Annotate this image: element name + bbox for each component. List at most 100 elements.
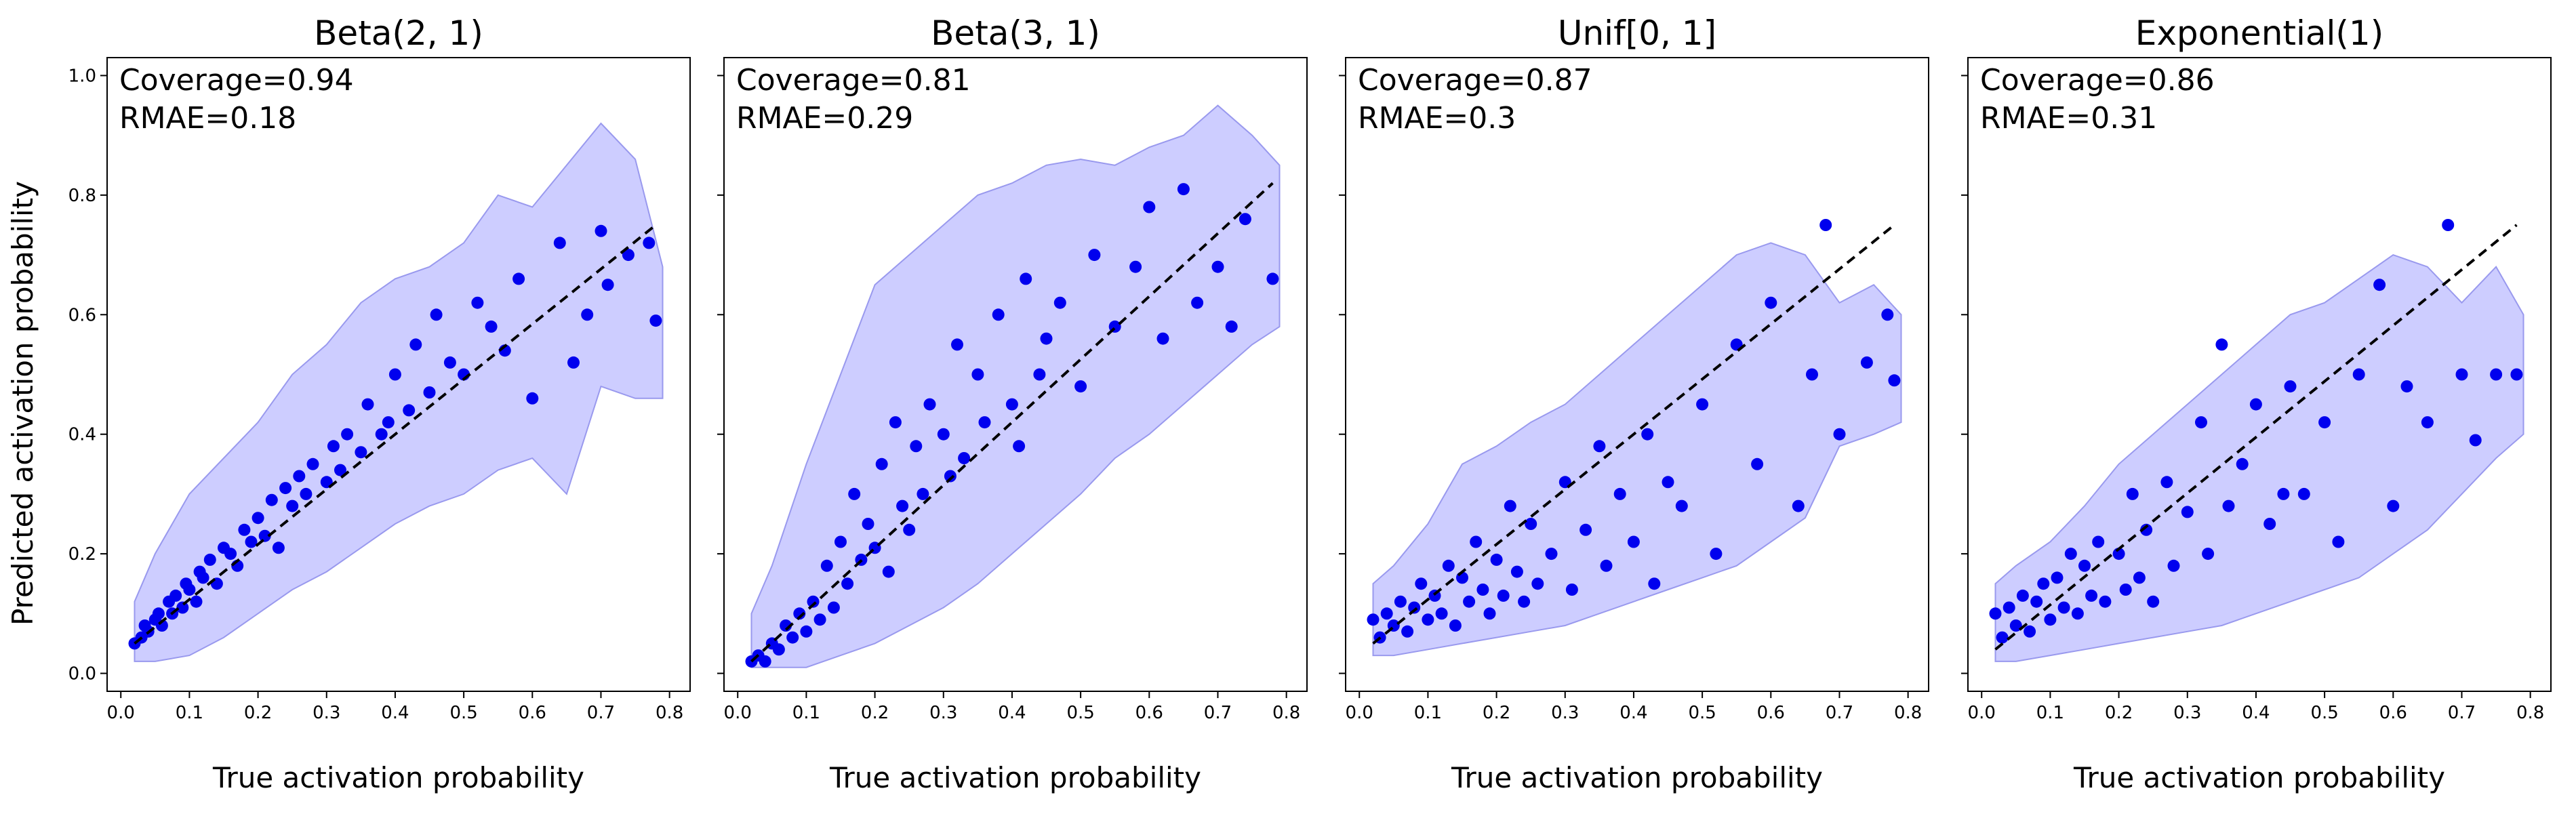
data-point bbox=[251, 512, 264, 525]
data-point bbox=[1239, 213, 1251, 226]
y-tick-label: 0.6 bbox=[68, 305, 96, 325]
data-point bbox=[1074, 380, 1087, 393]
data-point bbox=[793, 607, 806, 620]
data-point bbox=[1191, 296, 1204, 309]
data-point bbox=[197, 571, 209, 584]
data-point bbox=[2236, 457, 2249, 470]
data-point bbox=[807, 595, 820, 608]
panel-2: 0.0 0.1 0.2 0.3 0.4 0.5 0.6 0.7 0.8 Beta(3, 1) Tru… bbox=[717, 14, 1308, 794]
data-point bbox=[2024, 625, 2036, 638]
x-tick-label: 0.7 bbox=[1826, 703, 1853, 723]
data-point bbox=[176, 601, 189, 614]
x-tick-label: 0.5 bbox=[1688, 703, 1716, 723]
data-point bbox=[341, 428, 354, 441]
data-point bbox=[327, 440, 340, 453]
data-point bbox=[1881, 308, 1894, 321]
uncertainty-band bbox=[1372, 242, 1902, 657]
y-tick-label: 0.8 bbox=[68, 186, 96, 206]
data-point bbox=[272, 542, 285, 554]
data-point bbox=[978, 416, 991, 429]
data-point bbox=[2387, 499, 2400, 512]
data-point bbox=[944, 470, 957, 483]
data-point bbox=[1525, 518, 1537, 530]
x-tick-label: 0.5 bbox=[449, 703, 477, 723]
data-point bbox=[923, 398, 936, 411]
data-point bbox=[2057, 601, 2070, 614]
data-point bbox=[375, 428, 388, 441]
data-point bbox=[2297, 487, 2310, 500]
data-point bbox=[1225, 320, 1238, 333]
data-point bbox=[1177, 183, 1190, 196]
data-point bbox=[862, 518, 874, 530]
data-point bbox=[2037, 577, 2050, 590]
data-point bbox=[2071, 607, 2084, 620]
data-point bbox=[1989, 607, 2002, 620]
data-point bbox=[2064, 548, 2077, 560]
data-point bbox=[245, 535, 258, 548]
data-point bbox=[643, 237, 656, 249]
x-tick-label: 0.4 bbox=[381, 703, 409, 723]
data-point bbox=[882, 565, 895, 578]
data-point bbox=[300, 487, 313, 500]
rmae-annotation: RMAE=0.3 bbox=[1358, 101, 1516, 136]
data-point bbox=[2195, 416, 2207, 429]
data-point bbox=[1819, 219, 1832, 231]
data-point bbox=[258, 529, 271, 542]
data-point bbox=[1765, 296, 1777, 309]
data-point bbox=[2352, 368, 2365, 381]
data-point bbox=[409, 338, 422, 351]
data-point bbox=[1415, 577, 1428, 590]
coverage-annotation: Coverage=0.94 bbox=[119, 63, 354, 98]
x-tick-label: 0.3 bbox=[2173, 703, 2201, 723]
x-tick-label: 0.1 bbox=[792, 703, 820, 723]
data-point bbox=[1531, 577, 1544, 590]
x-tick-label: 0.6 bbox=[2379, 703, 2407, 723]
data-point bbox=[1367, 613, 1380, 626]
data-point bbox=[2133, 571, 2146, 584]
data-point bbox=[1641, 428, 1654, 441]
x-tick-label: 0.8 bbox=[1272, 703, 1300, 723]
data-point bbox=[1005, 398, 1018, 411]
x-tick-label: 0.2 bbox=[861, 703, 889, 723]
x-tick-label: 0.3 bbox=[1551, 703, 1579, 723]
uncertainty-band bbox=[1994, 253, 2524, 662]
y-tick-label: 0.2 bbox=[68, 544, 96, 565]
data-point bbox=[1675, 499, 1688, 512]
data-point bbox=[152, 607, 165, 620]
data-point bbox=[190, 595, 203, 608]
data-point bbox=[2140, 523, 2153, 536]
x-tick-label: 0.7 bbox=[1204, 703, 1232, 723]
plot-frame bbox=[723, 57, 1308, 692]
data-point bbox=[1033, 368, 1046, 381]
coverage-annotation: Coverage=0.86 bbox=[1980, 63, 2215, 98]
data-point bbox=[2119, 584, 2132, 596]
data-point bbox=[2318, 416, 2331, 429]
panel-3: 0.0 0.1 0.2 0.3 0.4 0.5 0.6 0.7 0.8 Unif[0, 1] Tru… bbox=[1339, 14, 1929, 794]
data-point bbox=[2016, 589, 2029, 602]
data-point bbox=[1211, 260, 1224, 273]
data-point bbox=[1476, 584, 1489, 596]
data-point bbox=[1806, 368, 1818, 381]
data-point bbox=[1380, 607, 1393, 620]
coverage-annotation: Coverage=0.81 bbox=[736, 63, 971, 98]
data-point bbox=[1613, 487, 1626, 500]
data-point bbox=[1833, 428, 1846, 441]
data-point bbox=[2455, 368, 2468, 381]
x-tick-label: 0.8 bbox=[1894, 703, 1922, 723]
data-point bbox=[203, 553, 216, 566]
data-point bbox=[1053, 296, 1066, 309]
data-point bbox=[2126, 487, 2139, 500]
x-tick-label: 0.1 bbox=[1414, 703, 1442, 723]
x-tick-label: 0.0 bbox=[1346, 703, 1373, 723]
data-point bbox=[2167, 559, 2180, 572]
data-point bbox=[1497, 589, 1510, 602]
panel-title: Beta(3, 1) bbox=[931, 14, 1100, 53]
reference-line bbox=[1994, 224, 2518, 651]
data-point bbox=[512, 272, 525, 285]
data-point bbox=[910, 440, 923, 453]
x-axis-label: True activation probability bbox=[1451, 761, 1823, 794]
data-point bbox=[1696, 398, 1709, 411]
data-point bbox=[2160, 476, 2173, 489]
data-point bbox=[1662, 476, 1674, 489]
data-point bbox=[2092, 535, 2105, 548]
